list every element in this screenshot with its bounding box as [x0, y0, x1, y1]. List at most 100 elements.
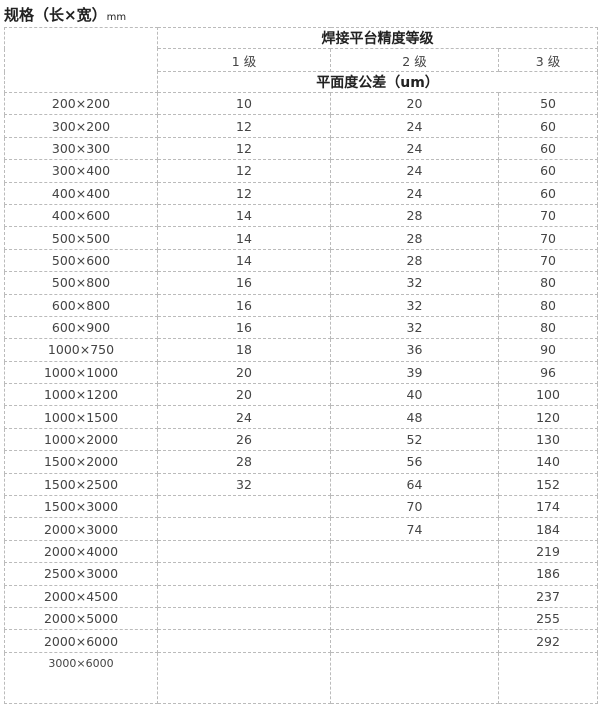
tolerance-g2-cell: 32: [330, 271, 499, 295]
tolerance-g2-cell: 56: [330, 450, 499, 474]
header-grade-3: 3 级: [497, 48, 599, 72]
size-cell: 300×300: [4, 136, 158, 161]
tolerance-g2-cell: 24: [330, 159, 499, 183]
tolerance-g2-cell: [330, 584, 499, 608]
tolerance-g2-cell: [330, 606, 499, 631]
tolerance-g3-cell: 60: [497, 136, 599, 161]
tolerance-g2-cell: [330, 629, 499, 653]
tolerance-g2-cell: 70: [330, 495, 499, 519]
tolerance-g2-cell: 74: [330, 517, 499, 541]
tolerance-g1-cell: [157, 562, 331, 586]
size-cell: 600×800: [4, 293, 158, 317]
tolerance-g2-cell: [330, 651, 499, 704]
size-cell: 1500×3000: [4, 495, 158, 519]
size-cell: 3000×6000: [4, 651, 158, 704]
tolerance-g1-cell: [157, 629, 331, 653]
tolerance-g1-cell: 14: [157, 203, 331, 228]
table-row: 1000×1000 20 39 96: [4, 360, 599, 385]
header-subheader: 平面度公差（um）: [156, 71, 599, 93]
table-row: 300×400 12 24 60: [4, 159, 599, 183]
table-row: 300×200 12 24 60: [4, 114, 599, 138]
tolerance-g1-cell: 20: [157, 383, 331, 407]
tolerance-g1-cell: [157, 539, 331, 564]
tolerance-g3-cell: 152: [497, 472, 599, 497]
flatness-tolerance-table: 焊接平台精度等级 1 级 2 级 3 级 平面度公差（um） 200×200 10…: [4, 27, 599, 704]
tolerance-g3-cell: 60: [497, 159, 599, 183]
tolerance-g1-cell: 12: [157, 114, 331, 138]
table-row: 1500×2000 28 56 140: [4, 450, 599, 474]
size-cell: 1000×2000: [4, 427, 158, 452]
header-row-sub: 平面度公差（um）: [5, 71, 599, 93]
tolerance-g1-cell: 24: [157, 405, 331, 429]
size-cell: 500×500: [4, 226, 158, 250]
tolerance-g3-cell: 219: [497, 539, 599, 564]
table-row: 200×200 10 20 50: [4, 91, 599, 116]
size-cell: 2000×4500: [4, 584, 158, 608]
table-row: 2000×5000 255: [4, 606, 599, 631]
table-title: 规格（长×宽）mm: [4, 4, 126, 25]
table-row: 400×400 12 24 60: [4, 181, 599, 205]
table-row: 2000×4000 219: [4, 539, 599, 564]
table-row: 2000×4500 237: [4, 584, 599, 608]
tolerance-g2-cell: 20: [330, 91, 499, 116]
tolerance-g3-cell: 90: [497, 338, 599, 362]
table-row: 500×600 14 28 70: [4, 248, 599, 273]
tolerance-g2-cell: 32: [330, 293, 499, 317]
table-row: 500×500 14 28 70: [4, 226, 599, 250]
tolerance-g3-cell: 130: [497, 427, 599, 452]
size-cell: 600×900: [4, 315, 158, 340]
size-cell: 1000×1500: [4, 405, 158, 429]
tolerance-g3-cell: 174: [497, 495, 599, 519]
tolerance-g2-cell: 28: [330, 248, 499, 273]
size-cell: 2000×5000: [4, 606, 158, 631]
tolerance-g3-cell: 50: [497, 91, 599, 116]
tolerance-g3-cell: 255: [497, 606, 599, 631]
tolerance-g3-cell: 120: [497, 405, 599, 429]
table-row: 3000×6000: [4, 651, 599, 704]
size-cell: 500×600: [4, 248, 158, 273]
header-grade-1: 1 级: [157, 48, 331, 72]
header-row-group: 焊接平台精度等级: [4, 27, 599, 93]
table-row: 1000×1200 20 40 100: [4, 383, 599, 407]
title-text: 规格（长×宽）: [4, 6, 107, 24]
tolerance-g1-cell: [157, 517, 331, 541]
tolerance-g3-cell: 70: [497, 226, 599, 250]
tolerance-g1-cell: 12: [157, 136, 331, 161]
tolerance-g3-cell: 100: [497, 383, 599, 407]
table-row: 500×800 16 32 80: [4, 271, 599, 295]
table-row: 1500×3000 70 174: [4, 495, 599, 519]
tolerance-g3-cell: 184: [497, 517, 599, 541]
size-cell: 2000×6000: [4, 629, 158, 653]
table-row: 400×600 14 28 70: [4, 203, 599, 228]
tolerance-g1-cell: 14: [157, 226, 331, 250]
size-cell: 1000×1200: [4, 383, 158, 407]
tolerance-g3-cell: 292: [497, 629, 599, 653]
tolerance-g3-cell: [497, 651, 599, 704]
header-group: 焊接平台精度等级: [156, 27, 599, 49]
tolerance-g1-cell: [157, 495, 331, 519]
tolerance-g2-cell: 36: [330, 338, 499, 362]
table-row: 2000×3000 74 184: [4, 517, 599, 541]
tolerance-g1-cell: 14: [157, 248, 331, 273]
size-cell: 2000×4000: [4, 539, 158, 564]
table-row: 300×300 12 24 60: [4, 136, 599, 161]
tolerance-g2-cell: 32: [330, 315, 499, 340]
tolerance-g3-cell: 60: [497, 114, 599, 138]
tolerance-g3-cell: 237: [497, 584, 599, 608]
tolerance-g2-cell: 28: [330, 203, 499, 228]
title-unit: mm: [106, 12, 127, 23]
tolerance-g2-cell: 24: [330, 114, 499, 138]
tolerance-g1-cell: [157, 651, 331, 704]
tolerance-g2-cell: 40: [330, 383, 499, 407]
table-row: 1000×1500 24 48 120: [4, 405, 599, 429]
size-cell: 1500×2500: [4, 472, 158, 497]
tolerance-g2-cell: [330, 539, 499, 564]
header-grade-2: 2 级: [330, 48, 499, 72]
table-row: 2000×6000 292: [4, 629, 599, 653]
tolerance-g1-cell: 26: [157, 427, 331, 452]
tolerance-g3-cell: 70: [497, 203, 599, 228]
table-row: 1500×2500 32 64 152: [4, 472, 599, 497]
header-row-grades: 1 级 2 级 3 级: [5, 48, 599, 72]
size-cell: 400×400: [4, 181, 158, 205]
tolerance-g1-cell: 16: [157, 293, 331, 317]
